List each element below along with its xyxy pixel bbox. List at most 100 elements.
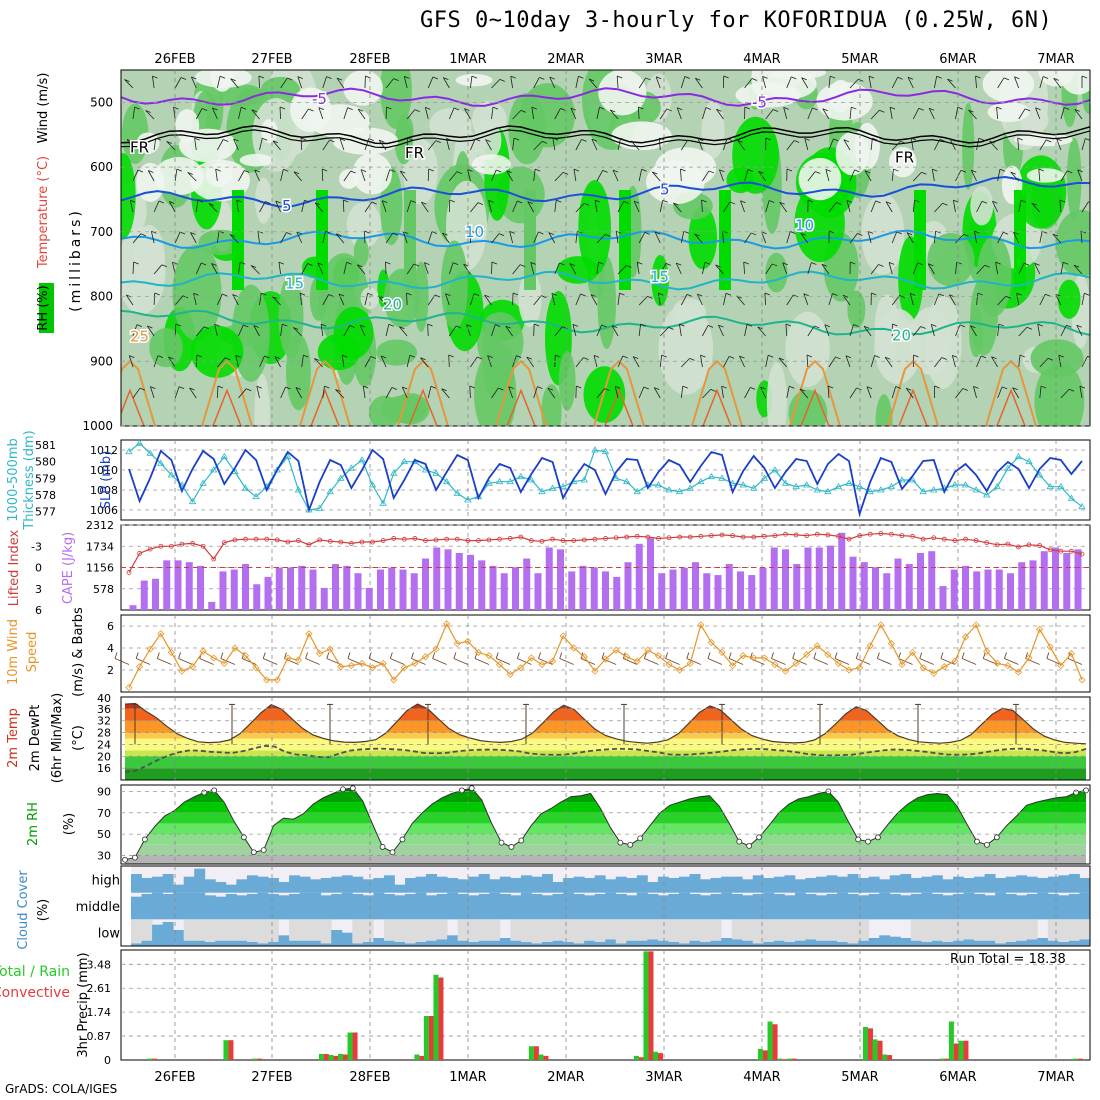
wind-barb <box>322 294 329 306</box>
lifted-index-point <box>550 536 555 542</box>
cloud-clear-cell <box>1058 919 1070 942</box>
wind-barb <box>190 232 197 244</box>
thickness-point <box>1035 471 1044 478</box>
wind-barb-flag <box>400 170 406 174</box>
lifted-index-point <box>476 538 481 543</box>
cape-bar <box>287 567 294 610</box>
wind-barb <box>630 140 640 151</box>
wind-barb-10m-flag <box>326 652 330 659</box>
wind-speed-point <box>887 640 895 648</box>
contour-label: -5 <box>752 93 767 111</box>
cloud-cell <box>584 940 596 946</box>
cape-bar <box>523 558 531 610</box>
cloud-clear-cell <box>847 919 859 944</box>
cloud-cell <box>268 878 279 893</box>
wind-barb <box>680 139 689 151</box>
wind-barb-10m-flag <box>644 652 647 659</box>
wind-barb-flag <box>421 201 427 205</box>
thickness-point <box>432 469 440 476</box>
cloud-clear-cell <box>636 919 648 941</box>
wind-barb <box>464 108 471 120</box>
wind-barb <box>596 234 606 244</box>
precip-label-c: 3hr Precip (mm) <box>76 952 91 1057</box>
wind-barb-flag <box>782 262 788 266</box>
wind-barb <box>806 355 809 368</box>
cloud-cell <box>721 876 733 893</box>
precip-conv-bar <box>772 1024 778 1060</box>
wind-speed-point <box>273 676 281 684</box>
temp-band <box>125 720 1086 733</box>
lifted-index-point <box>698 533 704 539</box>
wind-speed-point <box>178 667 186 675</box>
wind-barb-flag <box>178 386 185 390</box>
cape-bar <box>1018 562 1026 610</box>
wind-barb <box>617 265 627 275</box>
thickness-point <box>675 487 684 495</box>
cape-bar <box>647 538 654 610</box>
wind-barb <box>402 231 408 244</box>
wind-barb <box>399 170 408 182</box>
wind-barb <box>467 169 471 182</box>
wind-barb-flag <box>779 201 785 205</box>
rh-area <box>133 224 165 289</box>
wind-barb <box>997 386 1003 399</box>
wind-barb <box>173 107 176 120</box>
wind-barb-flag <box>594 199 601 203</box>
wind-barb-flag <box>928 107 935 111</box>
wind-barb <box>570 107 577 120</box>
wind-barb-flag <box>1047 357 1054 361</box>
cloud-cell <box>447 878 459 893</box>
cloud-clear-cell <box>299 919 311 941</box>
wind-barb-flag <box>1024 262 1030 266</box>
cape-bar <box>388 567 396 610</box>
cape-bar <box>455 553 463 610</box>
wind-barb <box>846 200 851 213</box>
cloud-clear-cell <box>489 919 501 941</box>
wind-barb <box>632 356 640 368</box>
cloud-cell <box>183 876 195 893</box>
wind-barb <box>280 386 286 399</box>
wind-barb <box>195 108 203 120</box>
lifted-index-point <box>867 531 873 537</box>
wind-barb-10m-flag <box>728 652 732 659</box>
cloud-cell <box>1026 894 1038 920</box>
wind-speed-point <box>898 660 906 669</box>
precip-total-bar <box>147 1058 153 1060</box>
wind-barb <box>638 324 641 337</box>
wind-speed-point <box>993 659 1001 667</box>
cloud-cell <box>152 892 164 920</box>
precip-total-bar <box>643 951 649 1060</box>
wind-barb-flag <box>363 385 369 389</box>
thickness-point <box>538 487 546 495</box>
cape-bar <box>242 564 249 610</box>
cloud-cell <box>689 940 701 946</box>
wind-barb <box>885 201 893 213</box>
wind-barb-flag <box>357 264 363 268</box>
contour-label: FR <box>405 144 424 162</box>
wind-barb <box>572 324 577 337</box>
cape-bar <box>692 562 699 610</box>
rh-area <box>394 120 413 165</box>
wind-barb-flag <box>1084 292 1090 296</box>
wind-barb <box>786 231 791 244</box>
wind-barb <box>757 326 766 337</box>
wind-barb <box>194 138 197 151</box>
wind-barb-flag <box>947 78 953 82</box>
cloud-cell <box>700 879 712 893</box>
wind-barb <box>1034 263 1041 275</box>
cloud-cell <box>668 878 680 893</box>
wind-barb <box>657 293 661 306</box>
cape-bar <box>737 571 744 610</box>
cloud-cell <box>900 874 912 893</box>
temperature-contour <box>121 309 1090 336</box>
wind-barb <box>132 261 135 275</box>
wind-barb <box>764 293 767 306</box>
wind-label-a: 10m Wind <box>6 619 21 685</box>
rh-legend-swatch <box>39 283 54 333</box>
wind-barb <box>548 232 556 244</box>
wind-speed-point <box>305 630 313 638</box>
wind-barb <box>744 78 753 89</box>
wind-speed-point <box>210 654 218 662</box>
wind-barb-flag <box>612 169 619 173</box>
wind-speed-point <box>1014 668 1023 676</box>
